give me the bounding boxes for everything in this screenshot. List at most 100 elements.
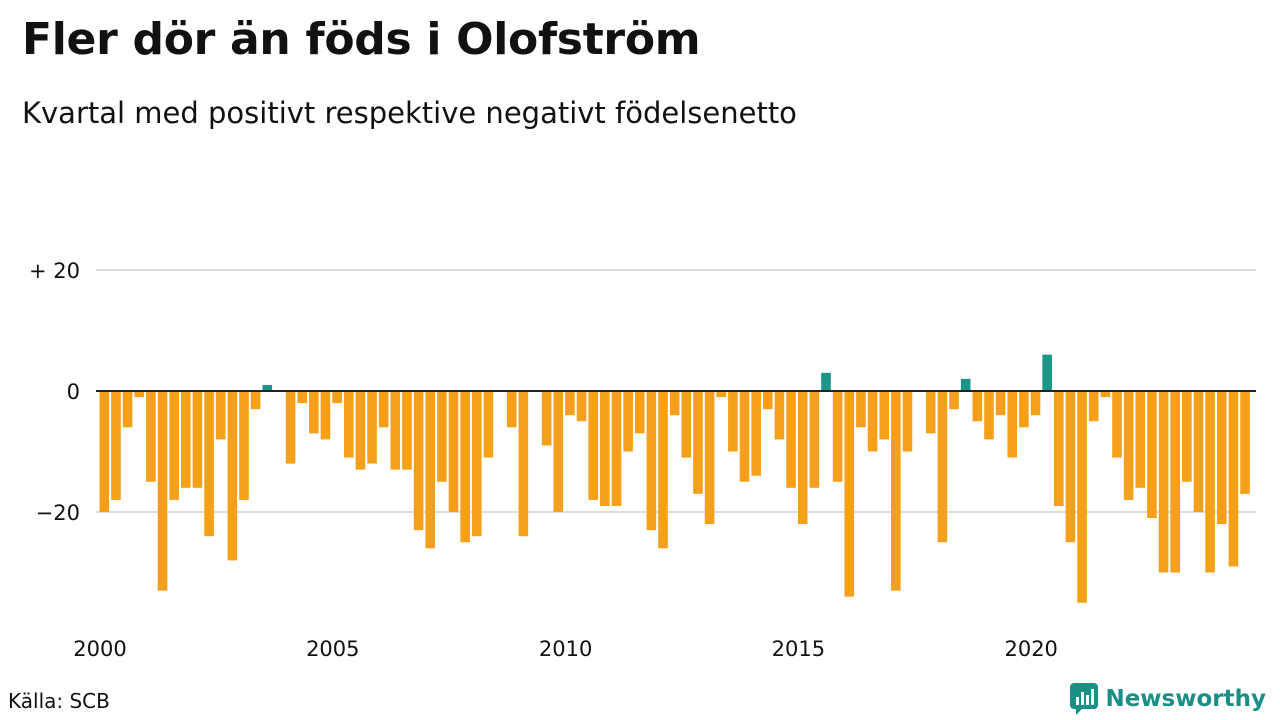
bar-negative — [774, 391, 785, 440]
bar-negative — [681, 391, 692, 458]
bar-negative — [239, 391, 249, 500]
bar-negative — [472, 391, 482, 537]
bar-negative — [797, 391, 808, 525]
y-tick-label: 0 — [67, 380, 80, 404]
bar-negative — [1193, 391, 1204, 512]
x-tick-label: 2000 — [73, 637, 126, 661]
bar-negative — [704, 391, 715, 525]
bar-negative — [786, 391, 796, 488]
bar-negative — [949, 391, 959, 410]
bar-negative — [1182, 391, 1192, 482]
bar-negative — [309, 391, 319, 434]
bar-negative — [751, 391, 761, 476]
source-note: Källa: SCB — [8, 689, 110, 713]
bar-negative — [192, 391, 203, 488]
bar-negative — [995, 391, 1006, 416]
chart-title: Fler dör än föds i Olofström — [22, 14, 701, 65]
bar-negative — [844, 391, 855, 597]
bar-negative — [716, 391, 727, 398]
bar-negative — [518, 391, 529, 537]
bar-negative — [425, 391, 436, 549]
bar-negative — [146, 391, 156, 482]
x-tick-label: 2020 — [1004, 637, 1057, 661]
bar-negative — [169, 391, 179, 500]
bar-negative — [693, 391, 703, 494]
bar-negative — [437, 391, 447, 482]
newsworthy-logo-icon — [1070, 683, 1099, 715]
bar-negative — [1216, 391, 1227, 525]
bar-positive — [821, 372, 831, 391]
bar-negative — [1054, 391, 1064, 506]
bar-negative — [1240, 391, 1250, 494]
bar-negative — [902, 391, 913, 452]
bar-negative — [320, 391, 331, 440]
bar-negative — [343, 391, 354, 458]
bar-negative — [1019, 391, 1029, 428]
bar-negative — [1007, 391, 1018, 458]
bar-negative — [99, 391, 110, 512]
bar-negative — [1065, 391, 1076, 543]
bar-negative — [355, 391, 366, 470]
bar-positive — [960, 378, 971, 391]
bar-negative — [611, 391, 622, 506]
grid-layer — [96, 269, 1256, 513]
bar-negative — [390, 391, 401, 470]
y-tick-label: + 20 — [29, 259, 80, 283]
bar-negative — [646, 391, 657, 531]
bar-negative — [856, 391, 866, 428]
bar-negative — [1077, 391, 1087, 603]
x-tick-label: 2005 — [306, 637, 359, 661]
bar-negative — [134, 391, 145, 398]
bar-negative — [1030, 391, 1041, 416]
bar-negative — [506, 391, 517, 428]
bar-negative — [565, 391, 575, 416]
bar-negative — [1100, 391, 1111, 398]
bar-negative — [832, 391, 843, 482]
bar-negative — [1147, 391, 1157, 519]
bar-negative — [984, 391, 994, 440]
bar-negative — [634, 391, 645, 434]
bar-negative — [227, 391, 238, 561]
brand-logo[interactable]: Newsworthy — [1069, 682, 1266, 716]
bar-negative — [285, 391, 296, 464]
bar-negative — [402, 391, 412, 470]
bar-negative — [728, 391, 738, 452]
bar-negative — [925, 391, 936, 434]
brand-name: Newsworthy — [1105, 686, 1266, 712]
chart-subtitle: Kvartal med positivt respektive negativt… — [22, 96, 797, 130]
bar-negative — [553, 391, 564, 512]
bar-negative — [297, 391, 307, 404]
bar-negative — [541, 391, 552, 446]
x-tick-label: 2015 — [772, 637, 825, 661]
bar-negative — [1135, 391, 1146, 488]
bar-negative — [658, 391, 668, 549]
bar-negative — [181, 391, 191, 488]
bar-negative — [1088, 391, 1099, 422]
bar-negative — [122, 391, 133, 428]
bar-negative — [204, 391, 214, 537]
bar-negative — [378, 391, 389, 428]
bar-negative — [1112, 391, 1122, 458]
bar-negative — [763, 391, 773, 410]
bar-negative — [250, 391, 261, 410]
bar-negative — [891, 391, 901, 591]
bar-negative — [623, 391, 633, 452]
bar-negative — [879, 391, 889, 440]
bar-negative — [367, 391, 377, 464]
bar-negative — [1205, 391, 1215, 573]
bar-negative — [413, 391, 424, 531]
x-tick-label: 2010 — [539, 637, 592, 661]
bar-negative — [332, 391, 342, 404]
bar-positive — [1042, 354, 1052, 391]
bar-negative — [483, 391, 494, 458]
bar-negative — [157, 391, 168, 591]
bar-negative — [111, 391, 121, 500]
bar-negative — [215, 391, 226, 440]
bar-negative — [867, 391, 878, 452]
bar-negative — [588, 391, 598, 500]
bar-negative — [1123, 391, 1134, 500]
bar-negative — [809, 391, 820, 488]
bar-negative — [1170, 391, 1180, 573]
bar-negative — [576, 391, 587, 422]
